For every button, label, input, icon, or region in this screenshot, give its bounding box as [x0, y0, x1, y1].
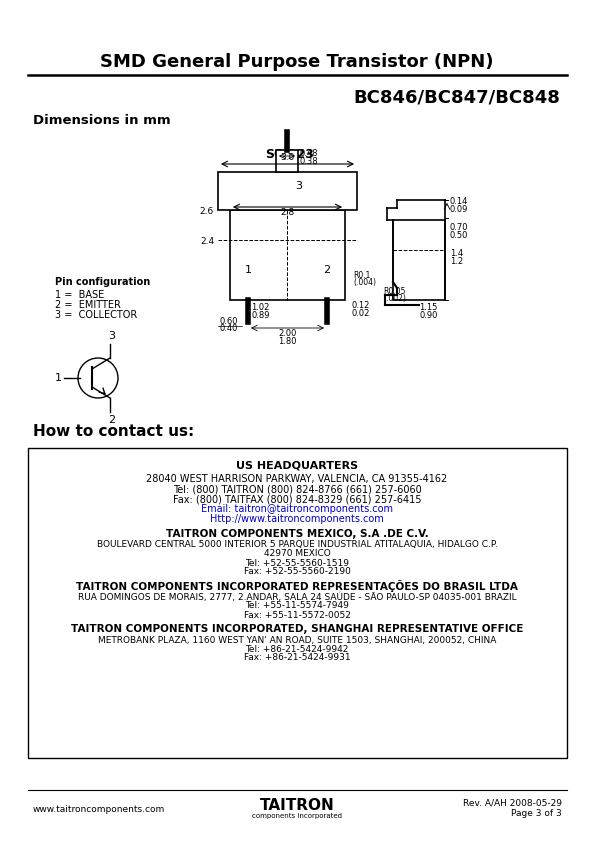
Text: 1.2: 1.2 — [450, 258, 463, 267]
Text: 0.60: 0.60 — [220, 317, 239, 326]
Text: 2: 2 — [324, 265, 331, 275]
Text: (.002): (.002) — [383, 295, 406, 303]
Text: Fax: (800) TAITFAX (800) 824-8329 (661) 257-6415: Fax: (800) TAITFAX (800) 824-8329 (661) … — [173, 494, 421, 504]
Text: 0.70: 0.70 — [450, 223, 468, 232]
Text: 1.4: 1.4 — [450, 249, 463, 258]
Text: Tel: +52-55-5560-1519: Tel: +52-55-5560-1519 — [245, 558, 349, 568]
Text: components incorporated: components incorporated — [252, 813, 342, 819]
Text: 0.90: 0.90 — [419, 312, 437, 321]
Text: 1.02: 1.02 — [251, 303, 270, 312]
Text: 3: 3 — [295, 181, 302, 191]
Text: 0.02: 0.02 — [351, 308, 369, 317]
Text: 2.00: 2.00 — [278, 329, 297, 338]
Text: 2: 2 — [108, 415, 115, 425]
Text: R0.05: R0.05 — [383, 287, 405, 296]
Text: METROBANK PLAZA, 1160 WEST YAN' AN ROAD, SUITE 1503, SHANGHAI, 200052, CHINA: METROBANK PLAZA, 1160 WEST YAN' AN ROAD,… — [98, 636, 496, 644]
Text: SMD General Purpose Transistor (NPN): SMD General Purpose Transistor (NPN) — [100, 53, 494, 71]
Bar — [28, 448, 567, 758]
Text: 0.50: 0.50 — [450, 232, 468, 241]
Text: Email: taitron@taitroncomponents.com: Email: taitron@taitroncomponents.com — [201, 504, 393, 514]
Text: 42970 MEXICO: 42970 MEXICO — [264, 550, 330, 558]
Text: BC846/BC847/BC848: BC846/BC847/BC848 — [353, 88, 560, 106]
Text: Page 3 of 3: Page 3 of 3 — [511, 809, 562, 818]
Text: Http://www.taitroncomponents.com: Http://www.taitroncomponents.com — [210, 514, 384, 524]
Text: US HEADQUARTERS: US HEADQUARTERS — [236, 461, 358, 471]
Text: Tel: +86-21-5424-9942: Tel: +86-21-5424-9942 — [245, 644, 349, 653]
Text: 2.8: 2.8 — [280, 208, 295, 217]
Text: 0.40: 0.40 — [220, 324, 239, 333]
Text: 2.4: 2.4 — [200, 237, 214, 247]
Text: 1 =  BASE: 1 = BASE — [55, 290, 104, 300]
Text: 28040 WEST HARRISON PARKWAY, VALENCIA, CA 91355-4162: 28040 WEST HARRISON PARKWAY, VALENCIA, C… — [146, 474, 447, 484]
Text: Tel: (800) TAITRON (800) 824-8766 (661) 257-6060: Tel: (800) TAITRON (800) 824-8766 (661) … — [173, 484, 421, 494]
Text: Fax: +86-21-5424-9931: Fax: +86-21-5424-9931 — [244, 653, 350, 663]
Text: 0.38: 0.38 — [300, 157, 319, 167]
Text: Pin configuration: Pin configuration — [55, 277, 151, 287]
Text: TAITRON: TAITRON — [259, 797, 334, 813]
Text: TAITRON COMPONENTS MEXICO, S.A .DE C.V.: TAITRON COMPONENTS MEXICO, S.A .DE C.V. — [165, 529, 428, 539]
Text: 1.80: 1.80 — [278, 337, 297, 346]
Text: 0.12: 0.12 — [351, 301, 369, 310]
Text: 1: 1 — [55, 373, 62, 383]
Text: TAITRON COMPONENTS INCORPORATED, SHANGHAI REPRESENTATIVE OFFICE: TAITRON COMPONENTS INCORPORATED, SHANGHA… — [71, 624, 523, 634]
Bar — [393, 220, 445, 300]
Text: BOULEVARD CENTRAL 5000 INTERIOR 5 PARQUE INDUSTRIAL ATITALAQUIA, HIDALGO C.P.: BOULEVARD CENTRAL 5000 INTERIOR 5 PARQUE… — [96, 541, 497, 550]
Text: Dimensions in mm: Dimensions in mm — [33, 114, 171, 126]
Text: 0.09: 0.09 — [450, 205, 468, 214]
Bar — [218, 172, 357, 210]
Text: Rev. A/AH 2008-05-29: Rev. A/AH 2008-05-29 — [463, 798, 562, 807]
Text: 0.14: 0.14 — [450, 198, 468, 206]
Text: TAITRON COMPONENTS INCORPORATED REPRESENTAÇÕES DO BRASIL LTDA: TAITRON COMPONENTS INCORPORATED REPRESEN… — [76, 580, 518, 592]
Text: 0.89: 0.89 — [251, 311, 270, 320]
Text: Fax: +52-55-5560-2190: Fax: +52-55-5560-2190 — [243, 568, 350, 577]
Text: 3.0: 3.0 — [280, 153, 295, 162]
Text: 3: 3 — [108, 331, 115, 341]
Text: 1: 1 — [245, 265, 252, 275]
Text: How to contact us:: How to contact us: — [33, 424, 194, 440]
Bar — [276, 150, 298, 172]
Text: Tel: +55-11-5574-7949: Tel: +55-11-5574-7949 — [245, 601, 349, 610]
Bar — [230, 210, 345, 300]
Text: (.004): (.004) — [353, 278, 376, 286]
Text: R0.1: R0.1 — [353, 270, 370, 280]
Text: 3 =  COLLECTOR: 3 = COLLECTOR — [55, 310, 137, 320]
Text: www.taitroncomponents.com: www.taitroncomponents.com — [33, 806, 165, 814]
Text: 2.6: 2.6 — [200, 207, 214, 216]
Text: RUA DOMINGOS DE MORAIS, 2777, 2.ANDAR, SALA 24 SAÚDE - SÃO PAULO-SP 04035-001 BR: RUA DOMINGOS DE MORAIS, 2777, 2.ANDAR, S… — [78, 592, 516, 602]
Text: 0.48: 0.48 — [300, 150, 318, 158]
Text: 1.15: 1.15 — [419, 303, 437, 312]
Text: SOT-23: SOT-23 — [265, 148, 314, 162]
Text: Fax: +55-11-5572-0052: Fax: +55-11-5572-0052 — [243, 610, 350, 620]
Text: 2 =  EMITTER: 2 = EMITTER — [55, 300, 121, 310]
